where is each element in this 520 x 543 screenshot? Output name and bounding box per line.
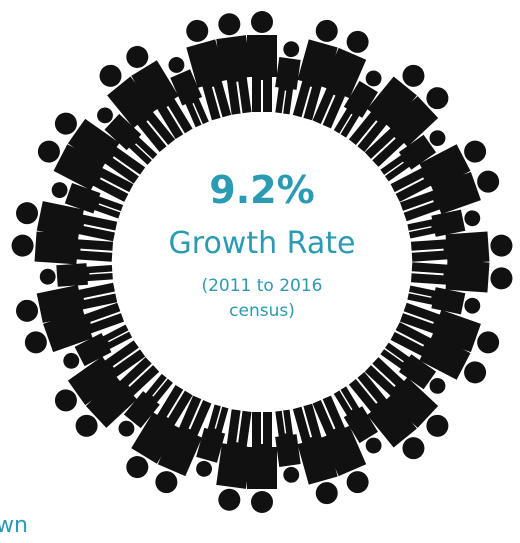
people-ring xyxy=(11,11,514,513)
person-shape xyxy=(14,200,40,226)
person-shape xyxy=(282,40,300,58)
person-shape xyxy=(194,459,214,479)
person-shape xyxy=(490,234,513,257)
person-shape xyxy=(463,296,482,315)
person-icon xyxy=(411,257,514,294)
person-shape xyxy=(463,209,482,228)
person-shape xyxy=(247,35,277,112)
period-note: census) xyxy=(229,301,295,321)
person-shape xyxy=(184,17,211,44)
page: 9.2% Growth Rate (2011 to 2016 census) w… xyxy=(0,0,520,543)
person-shape xyxy=(282,466,300,484)
infographic: 9.2% Growth Rate (2011 to 2016 census) w… xyxy=(0,0,520,543)
person-shape xyxy=(474,328,502,356)
person-shape xyxy=(217,12,242,37)
person-shape xyxy=(490,267,513,290)
person-shape xyxy=(313,480,340,507)
period-note: (2011 to 2016 xyxy=(201,276,322,296)
person-shape xyxy=(22,328,50,356)
person-shape xyxy=(11,234,34,257)
person-icon xyxy=(247,11,277,112)
growth-value: 9.2% xyxy=(209,168,314,212)
person-shape xyxy=(251,491,273,513)
person-icon xyxy=(247,412,277,513)
person-shape xyxy=(49,180,69,200)
cropped-text: wn xyxy=(0,513,28,538)
person-icon xyxy=(39,261,113,288)
person-shape xyxy=(313,17,340,44)
person-shape xyxy=(217,487,242,512)
growth-label: Growth Rate xyxy=(169,226,356,261)
person-shape xyxy=(247,412,277,489)
person-shape xyxy=(56,261,113,286)
person-shape xyxy=(411,257,490,292)
person-shape xyxy=(14,298,40,324)
person-shape xyxy=(251,11,273,33)
person-shape xyxy=(39,268,56,285)
person-shape xyxy=(474,168,502,196)
